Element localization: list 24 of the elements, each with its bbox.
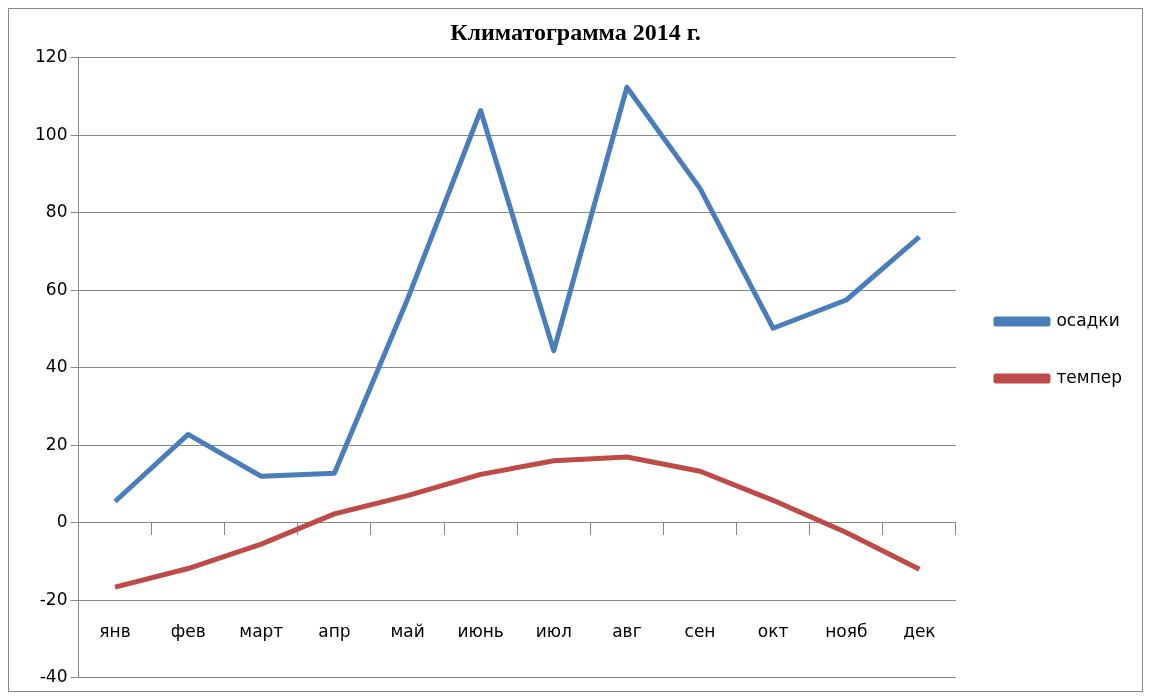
y-tick-label: 120 — [35, 46, 68, 67]
y-tick-label: -40 — [39, 666, 68, 687]
x-tick-label: янв — [99, 621, 131, 642]
x-tick-label: авг — [612, 621, 642, 642]
x-tick-label: март — [239, 621, 284, 642]
x-tick-label: май — [390, 621, 425, 642]
y-tick-label: 80 — [45, 201, 68, 222]
y-tick-label: 40 — [45, 356, 68, 377]
y-tick-label: 20 — [45, 433, 68, 454]
x-tick-label: дек — [903, 621, 936, 642]
legend-label: темпер — [1056, 366, 1123, 387]
x-tick-label: апр — [318, 621, 351, 642]
y-tick-label: -20 — [39, 588, 68, 609]
y-tick-label: 0 — [56, 511, 68, 532]
legend-label: осадки — [1056, 309, 1120, 330]
x-tick-label: сен — [684, 621, 716, 642]
x-tick-label: окт — [757, 621, 789, 642]
x-tick-label: июл — [535, 621, 572, 642]
y-tick-label: 100 — [35, 123, 68, 144]
x-tick-label: нояб — [825, 621, 868, 642]
x-tick-label: июнь — [457, 621, 504, 642]
y-tick-label: 60 — [45, 278, 68, 299]
x-tick-label: фев — [170, 621, 206, 642]
chart-title: Климатограмма 2014 г. — [450, 18, 701, 45]
